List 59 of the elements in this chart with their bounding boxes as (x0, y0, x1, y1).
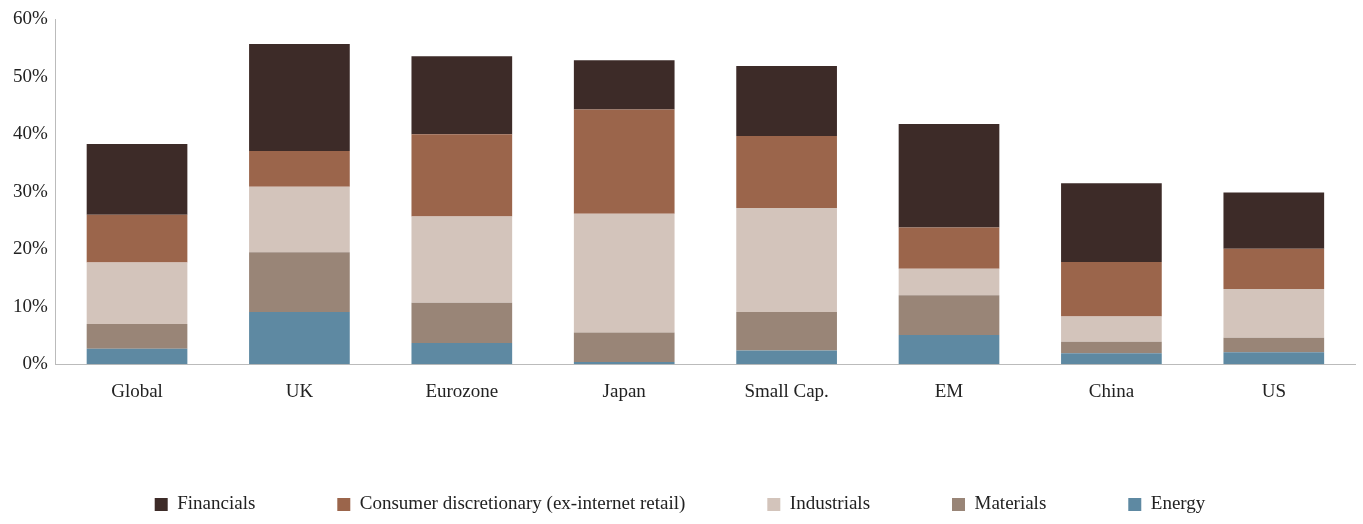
x-tick-label: Japan (602, 379, 647, 401)
bar (86, 323, 188, 349)
bar (1061, 316, 1162, 342)
legend-label: Financials (177, 492, 256, 514)
bar (898, 227, 1000, 269)
bar (1061, 183, 1162, 262)
y-tick-label: 40% (13, 122, 48, 144)
y-tick-label: 20% (13, 237, 48, 259)
bar (86, 348, 188, 365)
bar (736, 350, 837, 365)
legend-label: Energy (1150, 492, 1206, 514)
y-tick-label: 50% (13, 64, 48, 86)
y-tick-label: 30% (13, 179, 48, 201)
bar (411, 302, 513, 343)
bar (573, 213, 675, 333)
bar (1061, 353, 1162, 365)
x-tick-label: Global (111, 379, 163, 401)
bar (249, 44, 350, 151)
y-tick-label: 0% (22, 352, 48, 374)
bar (411, 56, 513, 135)
legend-label: Consumer discretionary (ex-internet retail) (359, 492, 686, 515)
x-tick-label: UK (285, 379, 314, 401)
x-tick-label: Eurozone (425, 379, 499, 401)
bar (898, 123, 1000, 228)
bar (736, 136, 837, 208)
bar (573, 109, 675, 214)
legend-label: Industrials (789, 492, 871, 514)
bar (573, 332, 675, 362)
bar (249, 186, 350, 253)
bar (411, 342, 513, 365)
bar (736, 311, 837, 351)
bar (1223, 352, 1325, 365)
bar (898, 295, 1000, 335)
bar (249, 151, 350, 187)
x-tick-label: EM (934, 379, 964, 401)
bar (249, 252, 350, 312)
x-tick-label: US (1261, 379, 1286, 401)
bar (1061, 341, 1162, 354)
bar (411, 134, 513, 217)
bar (573, 60, 675, 110)
bar (86, 144, 188, 215)
bar (1223, 288, 1325, 338)
bar (1061, 261, 1162, 317)
bar (1223, 192, 1325, 249)
x-tick-label: China (1088, 379, 1135, 401)
bar (86, 214, 188, 263)
y-tick-label: 60% (13, 7, 48, 29)
bar (898, 268, 1000, 296)
bar (411, 216, 513, 303)
y-tick-label: 10% (13, 294, 48, 316)
bar (736, 207, 837, 312)
bar (736, 65, 837, 137)
bar (86, 262, 188, 324)
bar (1223, 337, 1325, 353)
bar (249, 311, 350, 365)
legend-label: Materials (974, 492, 1047, 514)
bar (1223, 248, 1325, 289)
x-tick-label: Small Cap. (744, 379, 829, 401)
bar (898, 334, 1000, 365)
